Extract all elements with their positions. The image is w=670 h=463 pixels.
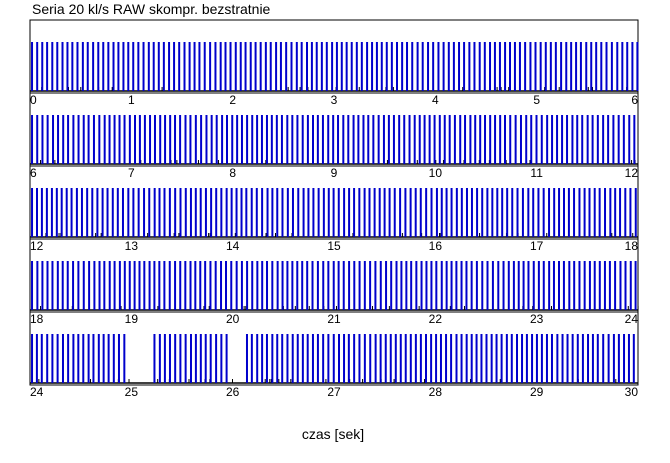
x-tick-label: 9 [331,166,338,180]
x-tick-label: 28 [429,385,443,399]
x-tick-label: 26 [226,385,240,399]
x-tick-label: 23 [530,312,544,326]
x-tick-label: 24 [625,312,639,326]
row-frame [29,311,639,386]
x-tick-label: 22 [429,312,443,326]
x-axis-label: czas [sek] [302,426,364,442]
row-frame [29,19,639,94]
x-tick-label: 3 [331,93,338,107]
x-tick-label: 11 [530,166,543,180]
x-tick-label: 0 [30,93,37,107]
x-tick-label: 12 [625,166,639,180]
x-tick-label: 10 [429,166,443,180]
x-tick-label: 6 [631,93,638,107]
x-tick-label: 24 [30,385,44,399]
x-tick-label: 16 [429,239,443,253]
x-tick-label: 8 [229,166,236,180]
x-tick-label: 29 [530,385,544,399]
x-tick-label: 12 [30,239,44,253]
x-tick-label: 13 [125,239,139,253]
x-tick-label: 18 [30,312,44,326]
x-tick-label: 25 [125,385,139,399]
x-tick-label: 21 [327,312,341,326]
x-tick-label: 5 [533,93,540,107]
x-tick-label: 14 [226,239,240,253]
x-tick-label: 6 [30,166,37,180]
x-tick-label: 15 [327,239,341,253]
x-tick-label: 7 [128,166,135,180]
x-tick-label: 2 [229,93,236,107]
x-tick-label: 20 [226,312,240,326]
x-tick-label: 1 [128,93,135,107]
chart-title: Seria 20 kl/s RAW skompr. bezstratnie [32,1,271,17]
x-tick-label: 4 [432,93,439,107]
x-tick-label: 30 [625,385,639,399]
x-tick-label: 27 [327,385,341,399]
x-tick-label: 17 [530,239,544,253]
x-tick-label: 18 [625,239,639,253]
x-tick-label: 19 [125,312,139,326]
